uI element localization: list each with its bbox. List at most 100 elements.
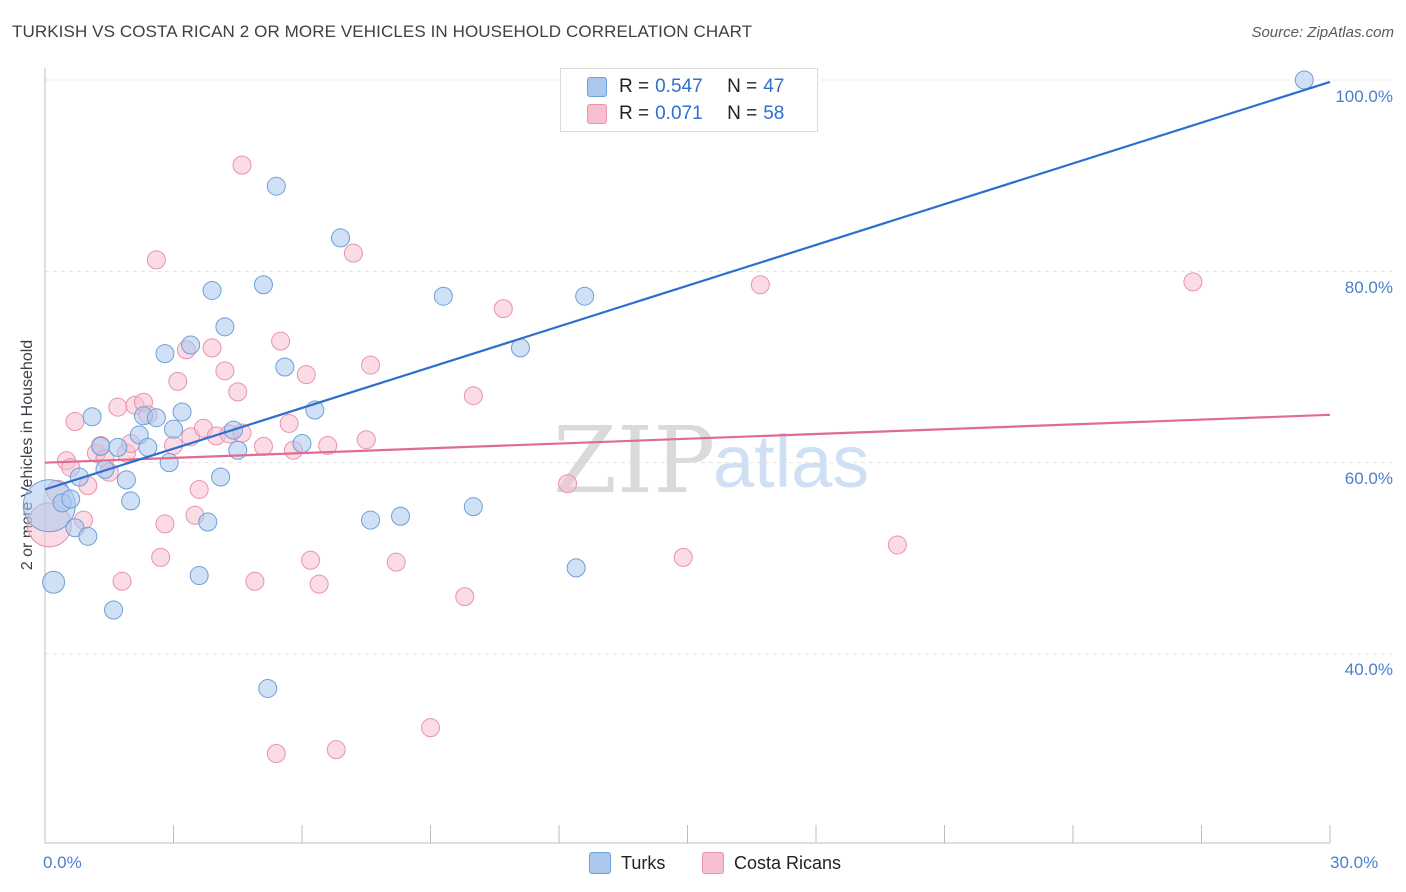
point-costa-58 [1183,272,1203,292]
watermark-zip: ZIP [553,407,715,514]
point-costa-42 [301,550,321,570]
legend-row-turks: R = 0.547 N = 47 [587,75,784,99]
point-turks-24 [198,512,218,532]
point-turks-34 [292,434,312,454]
bottom-legend-costa-label: Costa Ricans [734,852,842,873]
point-turks-31 [258,678,278,698]
point-turks-40 [463,497,483,517]
point-turks-16 [138,437,158,457]
point-turks-8 [91,436,111,456]
point-costa-18 [146,250,166,270]
correlation-legend: R = 0.547 N = 47 R = 0.071 N = 58 [560,68,818,132]
point-costa-50 [421,718,440,738]
point-costa-47 [356,430,376,450]
point-turks-22 [181,335,201,355]
bottom-legend-turks-label: Turks [621,852,666,873]
bottom-legend-turks: Turks [589,852,665,874]
point-costa-52 [463,386,483,406]
point-turks-36 [331,228,351,248]
point-turks-23 [189,566,209,586]
point-costa-12 [112,571,132,591]
point-turks-19 [159,453,179,473]
point-turks-5 [69,467,89,487]
point-costa-34 [232,155,252,175]
chart-title: TURKISH VS COSTA RICAN 2 OR MORE VEHICLE… [12,22,753,41]
legend-n-label: N = [727,103,758,124]
legend-costa-r: 0.071 [655,103,703,124]
point-turks-13 [121,491,141,511]
point-turks-7 [82,407,102,427]
y-tick-label-80: 80.0% [1344,278,1393,297]
point-costa-55 [673,547,693,567]
legend-swatch-costa [587,104,607,124]
point-costa-4 [65,412,85,432]
trendline-turks [44,80,1331,491]
point-turks-32 [266,176,286,196]
point-costa-44 [318,435,338,455]
point-costa-49 [386,552,406,572]
y-tick-label-100: 100.0% [1335,87,1393,106]
point-costa-54 [558,474,578,494]
point-turks-11 [108,437,128,457]
point-turks-42 [566,558,586,578]
bottom-legend-swatch-costa [702,852,724,874]
point-costa-28 [202,338,222,358]
legend-swatch-turks [587,77,607,97]
x-tick-label-min: 0.0% [43,853,82,872]
point-turks-33 [275,357,295,377]
point-turks-43 [575,286,595,306]
point-costa-45 [326,740,346,760]
point-turks-20 [164,419,183,439]
point-costa-22 [168,371,188,391]
point-turks-45 [1294,70,1314,90]
point-costa-32 [228,382,248,402]
point-costa-26 [189,479,209,499]
point-costa-41 [296,365,316,385]
x-tick-label-max: 30.0% [1330,853,1379,872]
bottom-legend-swatch-turks [589,852,611,874]
legend-turks-n: 47 [763,76,785,97]
point-turks-30 [253,275,273,295]
point-turks-38 [391,506,411,526]
point-costa-30 [215,361,235,381]
y-tick-label-60: 60.0% [1344,469,1393,488]
point-costa-43 [309,574,329,594]
point-costa-20 [155,514,175,534]
trendline-costa [44,413,1331,464]
point-costa-57 [887,535,907,555]
point-turks-17 [146,408,166,428]
point-costa-36 [253,436,273,456]
point-costa-51 [455,587,475,607]
point-turks-6 [78,526,98,546]
point-turks-1 [42,570,66,594]
y-tick-label-40: 40.0% [1344,660,1393,679]
point-turks-12 [116,470,136,490]
point-turks-39 [433,286,453,306]
point-costa-11 [108,397,128,417]
legend-turks-r: 0.547 [655,76,703,97]
source-label: Source: ZipAtlas.com [1251,24,1394,41]
legend-n-label: N = [727,76,758,97]
point-costa-48 [361,355,381,375]
point-turks-10 [104,600,124,620]
point-costa-37 [266,743,286,763]
point-turks-21 [172,402,192,422]
legend-row-costa: R = 0.071 N = 58 [587,102,784,126]
point-turks-25 [202,280,222,300]
point-turks-3 [61,489,81,509]
point-costa-38 [271,331,291,351]
point-costa-19 [151,547,171,567]
point-turks-26 [211,467,231,487]
point-costa-35 [245,571,265,591]
legend-costa-n: 58 [763,103,785,124]
legend-r-label: R = [619,103,650,124]
point-costa-53 [493,299,513,319]
point-costa-46 [343,243,363,263]
bottom-legend-costa: Costa Ricans [702,852,841,874]
point-turks-27 [215,317,235,337]
point-costa-56 [750,275,770,295]
legend-r-label: R = [619,76,650,97]
point-turks-18 [155,344,175,364]
point-turks-37 [361,510,381,530]
